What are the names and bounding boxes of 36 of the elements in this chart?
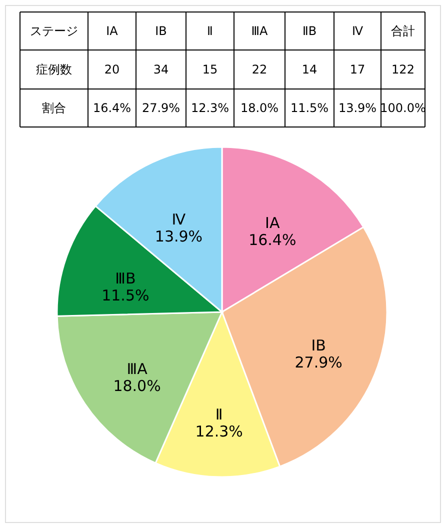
text: 14 (302, 62, 318, 76)
text: 27.9% (142, 101, 180, 115)
slice-label: ⅠA (265, 214, 280, 232)
data-label: 27.9% (294, 354, 342, 372)
text: Ⅳ (352, 24, 364, 38)
slice-label: Ⅱ (215, 405, 223, 424)
data-label: 16.4% (248, 230, 296, 249)
data-label: 11.5% (102, 286, 150, 304)
text: 13.9% (338, 101, 377, 115)
slice-label: ⅢA (126, 360, 148, 378)
data-label: 13.9% (154, 227, 203, 246)
text: 合計 (391, 24, 415, 38)
text: 122 (392, 62, 414, 76)
text: 16.4% (92, 101, 132, 115)
slice-label: ⅠB (311, 336, 326, 355)
slice-label: Ⅳ (172, 210, 186, 228)
text: 20 (104, 62, 120, 76)
text: 症例数 (36, 62, 72, 76)
text: ステージ (30, 24, 78, 38)
text: 17 (350, 62, 366, 76)
text: 22 (252, 62, 268, 76)
text: 34 (153, 62, 169, 76)
text: ⅠB (155, 24, 167, 38)
text: 18.0% (240, 101, 279, 115)
text: 100.0% (380, 101, 426, 115)
slice-label: ⅢB (115, 269, 136, 288)
text: 11.5% (290, 101, 329, 115)
data-label: 12.3% (195, 422, 243, 440)
text: 15 (202, 62, 218, 76)
text: 12.3% (190, 101, 230, 115)
text: ⅠA (106, 24, 119, 38)
data-label: 18.0% (113, 376, 161, 395)
text: 割合 (42, 101, 66, 115)
text: ⅢA (251, 24, 269, 38)
text: ⅡB (302, 24, 317, 38)
text: Ⅱ (207, 24, 213, 38)
